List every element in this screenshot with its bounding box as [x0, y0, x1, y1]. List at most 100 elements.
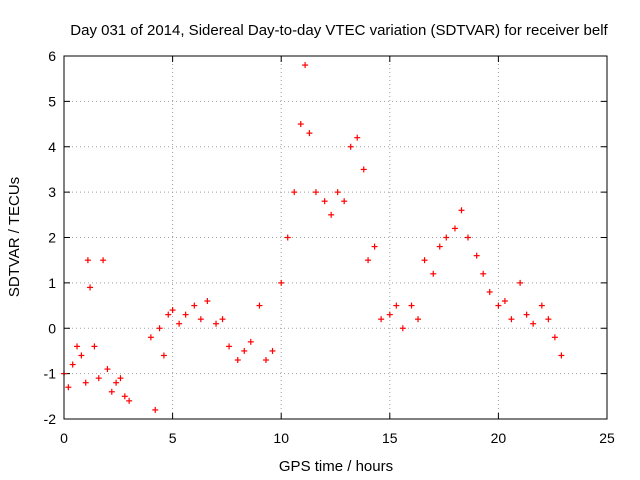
data-point — [523, 311, 530, 318]
data-point — [508, 316, 515, 323]
data-point — [104, 366, 111, 373]
plot-frame — [63, 55, 608, 420]
data-point — [558, 352, 565, 359]
data-point — [121, 393, 128, 400]
data-point — [284, 234, 291, 241]
data-point — [408, 302, 415, 309]
data-point — [165, 311, 172, 318]
data-point — [486, 288, 493, 295]
data-point — [458, 207, 465, 214]
data-point — [436, 243, 443, 250]
data-point — [197, 316, 204, 323]
data-point — [530, 320, 537, 327]
data-point — [297, 121, 304, 128]
data-point — [312, 189, 319, 196]
data-point — [328, 211, 335, 218]
chart-title: Day 031 of 2014, Sidereal Day-to-day VTE… — [70, 22, 608, 39]
y-tick-label: 1 — [48, 275, 56, 291]
y-tick-label: 5 — [48, 93, 56, 109]
data-point — [421, 257, 428, 264]
data-point — [321, 198, 328, 205]
y-tick-label: 3 — [48, 184, 56, 200]
x-tick-label: 20 — [491, 430, 507, 446]
x-tick-label: 10 — [273, 430, 289, 446]
x-tick-label: 0 — [60, 430, 68, 446]
data-point — [354, 134, 361, 141]
data-point — [269, 347, 276, 354]
data-point — [538, 302, 545, 309]
data-point — [191, 302, 198, 309]
data-point — [108, 388, 115, 395]
data-point — [234, 357, 241, 364]
data-point — [365, 257, 372, 264]
x-tick-label: 5 — [169, 430, 177, 446]
y-tick-label: -2 — [44, 411, 57, 427]
data-point — [126, 397, 133, 404]
x-axis-label: GPS time / hours — [279, 458, 393, 475]
data-point — [117, 375, 124, 382]
data-point — [78, 352, 85, 359]
data-series-sdtvar — [61, 62, 565, 413]
data-point — [451, 225, 458, 232]
data-point — [100, 257, 107, 264]
x-tick-label: 15 — [382, 430, 398, 446]
data-point — [464, 234, 471, 241]
data-point — [347, 143, 354, 150]
data-point — [517, 279, 524, 286]
data-point — [306, 130, 313, 137]
data-point — [443, 234, 450, 241]
data-point — [156, 325, 163, 332]
data-point — [334, 189, 341, 196]
data-point — [415, 316, 422, 323]
data-point — [241, 347, 248, 354]
data-point — [247, 338, 254, 345]
data-point — [226, 343, 233, 350]
data-point — [430, 270, 437, 277]
grid — [64, 56, 607, 419]
data-point — [95, 375, 102, 382]
data-point — [147, 334, 154, 341]
data-point — [91, 343, 98, 350]
data-point — [495, 302, 502, 309]
data-point — [69, 361, 76, 368]
data-point — [152, 406, 159, 413]
data-point — [501, 298, 508, 305]
y-tick-labels: -2 -1 0 1 2 3 4 5 6 — [44, 48, 57, 427]
data-point — [204, 298, 211, 305]
data-point — [65, 384, 72, 391]
data-point — [393, 302, 400, 309]
data-point — [160, 352, 167, 359]
data-point — [262, 357, 269, 364]
data-point — [82, 379, 89, 386]
axis-ticks — [63, 55, 608, 420]
data-point — [545, 316, 552, 323]
data-point — [213, 320, 220, 327]
x-tick-labels: 0 5 10 15 20 25 — [60, 430, 615, 446]
x-tick-label: 25 — [599, 430, 615, 446]
data-point — [256, 302, 263, 309]
data-point — [551, 334, 558, 341]
data-point — [169, 307, 176, 314]
data-point — [291, 189, 298, 196]
data-point — [176, 320, 183, 327]
data-point — [378, 316, 385, 323]
data-point — [219, 316, 226, 323]
data-point — [386, 311, 393, 318]
data-point — [360, 166, 367, 173]
data-point — [113, 379, 120, 386]
data-point — [87, 284, 94, 291]
y-tick-label: 2 — [48, 230, 56, 246]
data-point — [371, 243, 378, 250]
y-tick-label: 0 — [48, 320, 56, 336]
y-tick-label: -1 — [44, 366, 57, 382]
data-point — [480, 270, 487, 277]
y-axis-label: SDTVAR / TECUs — [6, 177, 23, 297]
data-point — [302, 62, 309, 69]
y-tick-label: 6 — [48, 48, 56, 64]
data-point — [182, 311, 189, 318]
y-tick-label: 4 — [48, 139, 56, 155]
data-point — [278, 279, 285, 286]
data-point — [84, 257, 91, 264]
data-point — [473, 252, 480, 259]
